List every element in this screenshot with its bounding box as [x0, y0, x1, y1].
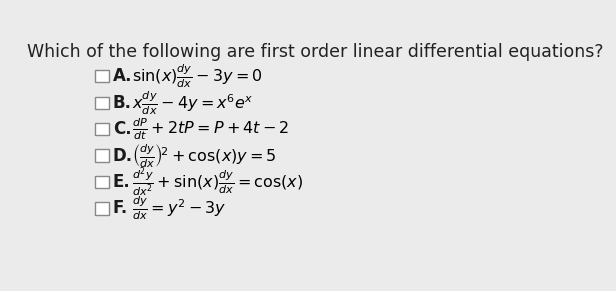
- Text: E.: E.: [113, 173, 131, 191]
- Text: D.: D.: [113, 147, 133, 165]
- Bar: [95, 70, 110, 82]
- Text: Which of the following are first order linear differential equations?: Which of the following are first order l…: [28, 43, 604, 61]
- Text: $x\frac{dy}{dx} - 4y = x^6e^x$: $x\frac{dy}{dx} - 4y = x^6e^x$: [132, 89, 254, 117]
- Text: $\frac{dP}{dt} + 2tP = P + 4t - 2$: $\frac{dP}{dt} + 2tP = P + 4t - 2$: [132, 116, 289, 142]
- Bar: [95, 202, 110, 215]
- Text: $\frac{dy}{dx} = y^2 - 3y$: $\frac{dy}{dx} = y^2 - 3y$: [132, 194, 227, 222]
- Text: $\mathregular{sin}(x)\frac{dy}{dx} - 3y = 0$: $\mathregular{sin}(x)\frac{dy}{dx} - 3y …: [132, 62, 262, 90]
- Text: F.: F.: [113, 199, 128, 217]
- Text: A.: A.: [113, 67, 132, 85]
- Bar: [95, 176, 110, 188]
- Bar: [95, 123, 110, 135]
- Text: B.: B.: [113, 94, 132, 112]
- Bar: [95, 149, 110, 162]
- Bar: [95, 97, 110, 109]
- Text: C.: C.: [113, 120, 131, 138]
- Text: $\left(\frac{dy}{dx}\right)^{\!2} + \mathregular{cos}(x)y = 5$: $\left(\frac{dy}{dx}\right)^{\!2} + \mat…: [132, 142, 277, 170]
- Text: $\frac{d^2y}{dx^2} + \mathregular{sin}(x)\frac{dy}{dx} = \mathregular{cos}(x)$: $\frac{d^2y}{dx^2} + \mathregular{sin}(x…: [132, 165, 303, 199]
